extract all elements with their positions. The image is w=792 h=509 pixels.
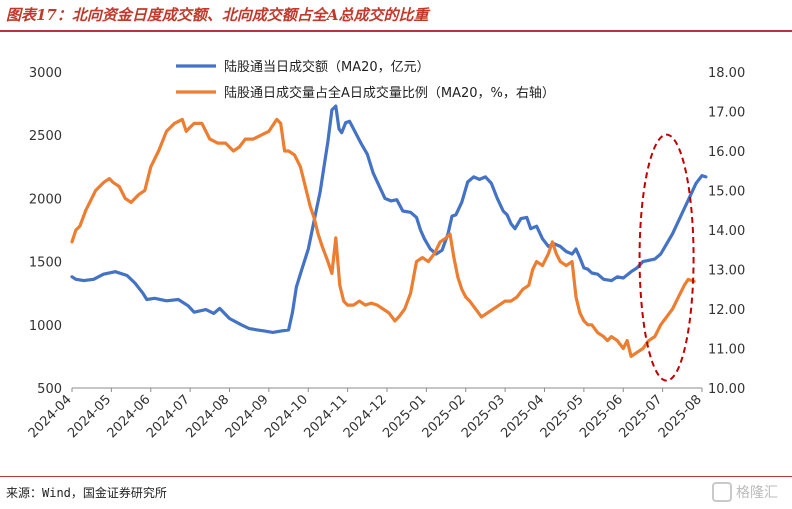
watermark: 格隆汇 <box>712 482 778 502</box>
legend-label: 陆股通日成交量占全A日成交量比例（MA20，%，右轴） <box>224 85 555 101</box>
watermark-logo-icon <box>712 482 732 502</box>
source-note: 来源：Wind，国金证券研究所 <box>6 486 167 500</box>
y-right-tick-label: 16.00 <box>708 145 745 160</box>
chart-title: 图表17：北向资金日度成交额、北向成交额占全A总成交的比重 <box>6 6 429 24</box>
y-left-tick-label: 3000 <box>29 66 62 81</box>
highlight-ellipse <box>638 133 695 382</box>
y-right-tick-label: 14.00 <box>708 224 745 239</box>
y-right-tick-label: 11.00 <box>708 343 745 358</box>
y-right-tick-label: 10.00 <box>708 382 745 397</box>
series-line-1 <box>70 104 708 334</box>
chart: 500 1000 1500 2000 2500 3000 10.00 11.00 12.00 13… <box>26 59 745 441</box>
title-divider <box>0 30 792 32</box>
y-left-tick-label: 500 <box>37 382 62 397</box>
y-right-tick-label: 12.00 <box>708 303 745 318</box>
x-tick-label: 2025-08 <box>656 392 705 441</box>
y-right-tick-label: 15.00 <box>708 185 745 200</box>
y-right-tick-label: 18.00 <box>708 66 745 81</box>
y-left-tick-label: 1500 <box>29 256 62 271</box>
y-right-tick-label: 17.00 <box>708 106 745 121</box>
y-right-tick-label: 13.00 <box>708 264 745 279</box>
watermark-text: 格隆汇 <box>736 485 778 501</box>
legend-label: 陆股通当日成交额（MA20，亿元） <box>224 59 430 75</box>
series-line-2 <box>70 117 696 358</box>
y-left-tick-label: 2000 <box>29 192 62 207</box>
y-left-tick-label: 2500 <box>29 129 62 144</box>
footer-divider <box>0 476 792 477</box>
y-left-tick-label: 1000 <box>29 319 62 334</box>
